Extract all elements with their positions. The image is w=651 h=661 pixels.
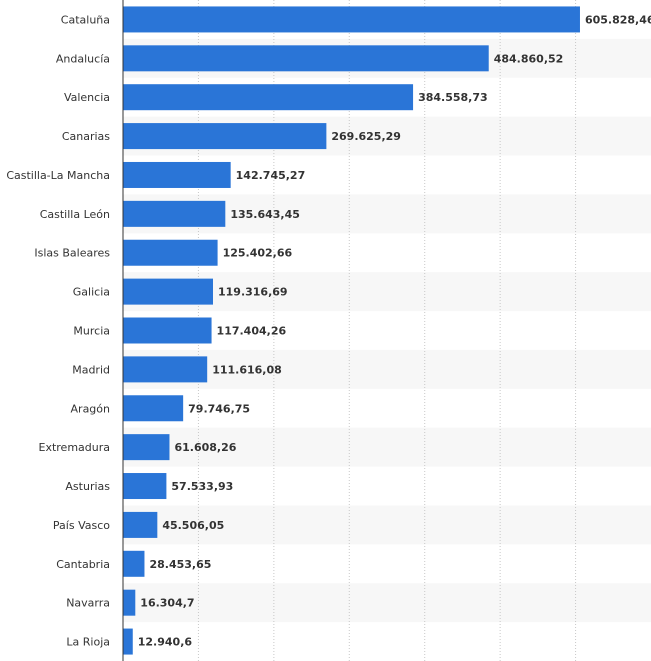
category-label: La Rioja — [66, 636, 110, 649]
bar — [123, 6, 580, 33]
value-label: 117.404,26 — [217, 325, 287, 338]
bar — [123, 45, 489, 72]
bar — [123, 200, 226, 227]
bar — [123, 550, 145, 577]
category-label: Aragón — [71, 402, 111, 415]
value-label: 605.828,46 — [585, 13, 651, 26]
value-label: 79.746,75 — [188, 402, 250, 415]
category-label: Valencia — [64, 91, 110, 104]
value-label: 45.506,05 — [162, 519, 224, 532]
value-label: 135.643,45 — [230, 208, 300, 221]
value-label: 269.625,29 — [331, 130, 401, 143]
value-label: 125.402,66 — [223, 247, 293, 260]
bar — [123, 589, 136, 616]
category-labels: Cataluña Andalucía Valencia Canarias Castill… — [6, 13, 110, 648]
row-stripe — [123, 505, 651, 545]
value-label: 142.745,27 — [236, 169, 306, 182]
bar — [123, 317, 212, 344]
bar — [123, 84, 414, 111]
category-label: Asturias — [65, 480, 110, 493]
value-label: 16.304,7 — [140, 597, 194, 610]
value-label: 384.558,73 — [418, 91, 488, 104]
category-label: País Vasco — [53, 519, 110, 532]
category-label: Cantabria — [56, 558, 110, 571]
bar — [123, 395, 184, 422]
category-label: Navarra — [66, 597, 110, 610]
category-label: Islas Baleares — [34, 247, 110, 260]
value-label: 111.616,08 — [212, 363, 282, 376]
bar — [123, 628, 133, 655]
row-stripe — [123, 583, 651, 623]
category-label: Madrid — [72, 363, 110, 376]
row-stripe — [123, 427, 651, 467]
bars — [123, 6, 580, 655]
bar — [123, 278, 213, 305]
bar — [123, 123, 327, 150]
category-label: Extremadura — [39, 441, 111, 454]
category-label: Cataluña — [61, 13, 110, 26]
category-label: Galicia — [73, 286, 110, 299]
row-stripe — [123, 349, 651, 389]
row-stripes — [123, 38, 651, 623]
bar — [123, 473, 167, 500]
category-label: Murcia — [73, 325, 110, 338]
category-label: Castilla León — [40, 208, 110, 221]
value-label: 119.316,69 — [218, 286, 288, 299]
bar — [123, 434, 170, 461]
bar — [123, 161, 231, 188]
value-labels: 605.828,46 484.860,52 384.558,73 269.625,29… — [138, 13, 651, 648]
value-label: 484.860,52 — [494, 52, 564, 65]
bar — [123, 356, 208, 383]
value-label: 61.608,26 — [174, 441, 236, 454]
category-label: Andalucía — [56, 52, 110, 65]
bar — [123, 511, 158, 538]
category-label: Canarias — [62, 130, 110, 143]
category-label: Castilla-La Mancha — [6, 169, 110, 182]
bar — [123, 239, 218, 266]
value-label: 12.940,6 — [138, 636, 193, 649]
value-label: 57.533,93 — [171, 480, 233, 493]
value-label: 28.453,65 — [149, 558, 211, 571]
